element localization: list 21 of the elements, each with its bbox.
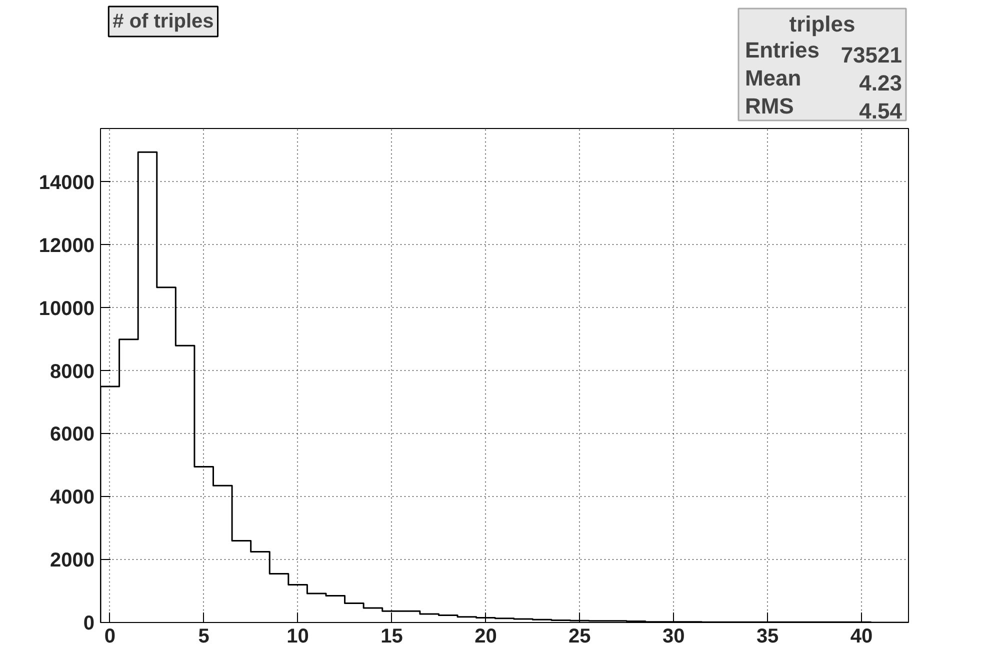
- y-tick-label: 6000: [50, 424, 95, 446]
- x-tick-label: 10: [286, 626, 309, 648]
- x-tick-label: 25: [568, 626, 591, 648]
- y-tick-label: 14000: [38, 172, 95, 194]
- x-tick-label: 30: [662, 626, 685, 648]
- x-tick-label: 20: [474, 626, 497, 648]
- y-tick-label: 10000: [38, 298, 95, 320]
- text: triples: [789, 12, 856, 36]
- text: Entries 73521: [744, 38, 902, 68]
- text: Mean 4.23: [744, 66, 902, 96]
- x-tick-label: 40: [850, 626, 873, 648]
- y-tick-label: 4000: [50, 486, 95, 509]
- x-tick-label: 35: [756, 626, 779, 648]
- chart-title: # of triples: [112, 10, 214, 32]
- y-tick-label: 2000: [50, 550, 95, 572]
- text: RMS 4.54: [744, 94, 902, 124]
- y-tick-label: 8000: [50, 360, 95, 383]
- x-tick-label: 5: [198, 626, 210, 648]
- x-tick-label: 15: [380, 626, 403, 648]
- y-tick-label: 12000: [38, 234, 95, 257]
- x-tick-label: 0: [104, 626, 116, 648]
